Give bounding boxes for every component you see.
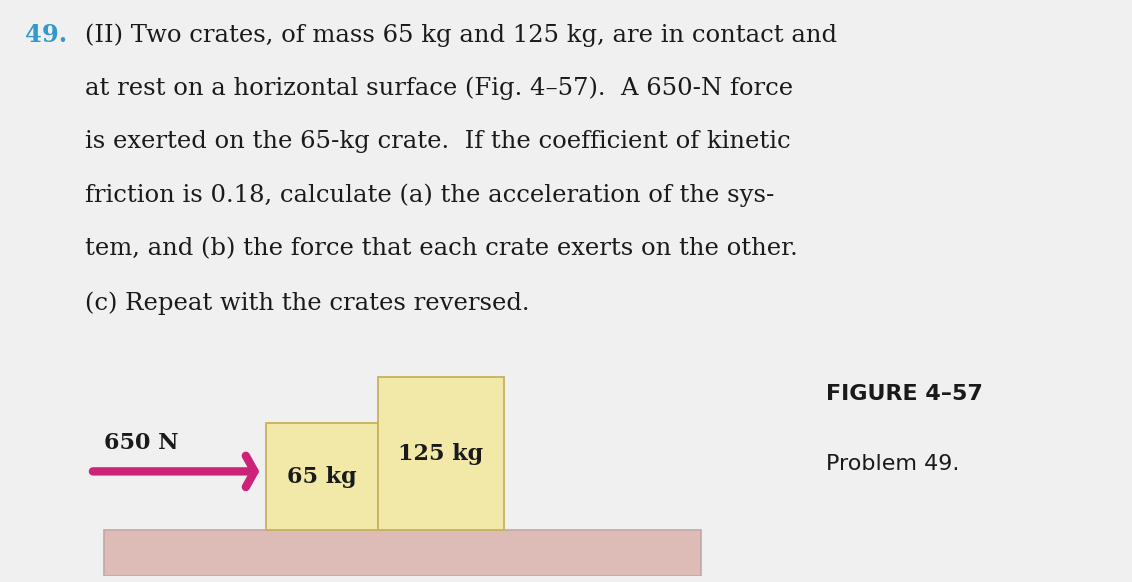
Bar (104, 530, 701, 576)
Text: 49.: 49. (25, 23, 67, 47)
Text: 65 kg: 65 kg (286, 466, 357, 488)
Text: 125 kg: 125 kg (398, 443, 483, 465)
Text: FIGURE 4–57: FIGURE 4–57 (826, 384, 984, 404)
Text: (II) Two crates, of mass 65 kg and 125 kg, are in contact and: (II) Two crates, of mass 65 kg and 125 k… (85, 23, 837, 47)
Bar (378, 377, 504, 530)
Bar (266, 423, 378, 530)
Text: Problem 49.: Problem 49. (826, 454, 960, 474)
Text: tem, and (b) the force that each crate exerts on the other.: tem, and (b) the force that each crate e… (85, 237, 798, 261)
Text: (c) Repeat with the crates reversed.: (c) Repeat with the crates reversed. (85, 291, 530, 314)
Text: at rest on a horizontal surface (Fig. 4–57).  A 650-N force: at rest on a horizontal surface (Fig. 4–… (85, 77, 794, 100)
Text: friction is 0.18, calculate (a) the acceleration of the sys-: friction is 0.18, calculate (a) the acce… (85, 184, 774, 207)
Text: 650 N: 650 N (104, 432, 178, 454)
Text: is exerted on the 65-kg crate.  If the coefficient of kinetic: is exerted on the 65-kg crate. If the co… (85, 130, 790, 154)
